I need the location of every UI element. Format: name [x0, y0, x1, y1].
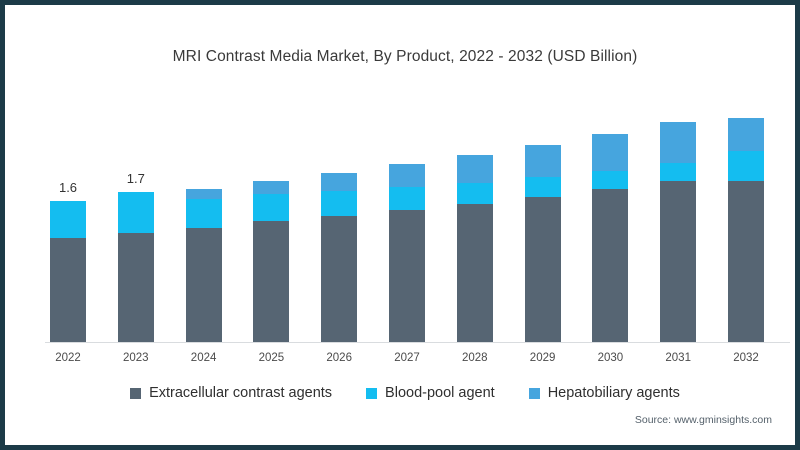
bar-segment-extracellular[interactable]	[117, 232, 154, 342]
legend-swatch-icon	[528, 387, 540, 399]
bar-segment-hepatobiliary[interactable]	[253, 181, 290, 195]
bar-segment-hepatobiliary[interactable]	[321, 173, 358, 191]
bar-segment-bloodpool[interactable]	[389, 187, 425, 210]
x-tick-2029: 2029	[529, 352, 556, 364]
bar-segment-extracellular[interactable]	[253, 221, 290, 342]
bar-segment-hepatobiliary[interactable]	[524, 144, 561, 178]
bar-group[interactable]	[389, 164, 425, 342]
bar-segment-bloodpool[interactable]	[253, 194, 290, 222]
bar-group[interactable]	[660, 122, 697, 342]
bar-segment-hepatobiliary[interactable]	[592, 134, 629, 172]
x-tick-2024: 2024	[190, 352, 217, 364]
bar-segment-extracellular[interactable]	[321, 216, 358, 342]
bar-segment-extracellular[interactable]	[389, 210, 425, 342]
bar-segment-extracellular[interactable]	[524, 196, 561, 342]
bar-segment-bloodpool[interactable]	[185, 198, 222, 228]
bar-segment-bloodpool[interactable]	[117, 192, 154, 233]
x-tick-2028: 2028	[462, 352, 488, 364]
chart-canvas: MRI Contrast Media Market, By Product, 2…	[10, 10, 790, 440]
legend-label: Extracellular contrast agents	[149, 385, 333, 401]
bar-segment-extracellular[interactable]	[728, 180, 764, 342]
x-tick-2022: 2022	[55, 352, 81, 364]
bar-segment-extracellular[interactable]	[456, 203, 493, 342]
bar-segment-bloodpool[interactable]	[660, 163, 697, 181]
bar-segment-extracellular[interactable]	[660, 180, 697, 342]
bar-group[interactable]	[592, 134, 629, 342]
bar-segment-bloodpool[interactable]	[456, 182, 493, 204]
x-tick-2031: 2031	[665, 352, 691, 364]
chart-legend: Extracellular contrast agents Blood-pool …	[10, 385, 800, 401]
chart-title: MRI Contrast Media Market, By Product, 2…	[172, 48, 638, 65]
legend-label: Hepatobiliary agents	[547, 385, 680, 401]
legend-item-extracellular[interactable]: Extracellular contrast agents	[130, 385, 332, 401]
x-tick-2030: 2030	[597, 352, 624, 364]
bar-segment-bloodpool[interactable]	[728, 151, 764, 181]
bar-group[interactable]	[321, 173, 358, 342]
bar-group[interactable]	[524, 144, 561, 342]
bar-value-label: 1.6	[58, 180, 78, 196]
x-axis-line	[45, 342, 790, 343]
x-tick-2032: 2032	[733, 352, 759, 364]
legend-swatch-icon	[130, 387, 142, 399]
bar-value-label: 1.7	[126, 171, 145, 187]
bar-segment-hepatobiliary[interactable]	[389, 164, 425, 188]
x-tick-2027: 2027	[394, 352, 420, 364]
legend-item-bloodpool[interactable]: Blood-pool agent	[366, 385, 495, 401]
bar-segment-extracellular[interactable]	[592, 188, 629, 342]
bar-group[interactable]: 1.7	[117, 171, 154, 342]
bar-group[interactable]	[456, 155, 493, 342]
bar-segment-bloodpool[interactable]	[592, 171, 629, 189]
legend-label: Blood-pool agent	[385, 385, 495, 401]
bar-segment-extracellular[interactable]	[185, 227, 222, 342]
bar-segment-bloodpool[interactable]	[321, 190, 358, 217]
source-attribution: Source: www.gminsights.com	[634, 414, 772, 426]
bar-group[interactable]: 1.6	[50, 180, 86, 342]
x-tick-2026: 2026	[326, 352, 352, 364]
legend-swatch-icon	[366, 387, 378, 399]
x-tick-2023: 2023	[123, 352, 149, 364]
bar-segment-bloodpool[interactable]	[524, 177, 561, 197]
bar-segment-hepatobiliary[interactable]	[456, 155, 493, 183]
bar-group[interactable]	[253, 181, 290, 342]
x-tick-2025: 2025	[258, 352, 285, 364]
legend-item-hepatobiliary[interactable]: Hepatobiliary agents	[528, 385, 680, 401]
bar-group[interactable]	[185, 188, 222, 342]
bar-segment-hepatobiliary[interactable]	[185, 188, 222, 199]
bar-segment-hepatobiliary[interactable]	[728, 117, 764, 152]
plot-area: 1.6 1.7 2022 2023 2024 2025 2026 2027 2028 2029 2…	[30, 100, 790, 364]
bar-segment-bloodpool[interactable]	[50, 201, 86, 239]
bar-segment-extracellular[interactable]	[50, 238, 86, 342]
bar-segment-hepatobiliary[interactable]	[660, 122, 697, 164]
bar-group[interactable]	[728, 117, 764, 342]
